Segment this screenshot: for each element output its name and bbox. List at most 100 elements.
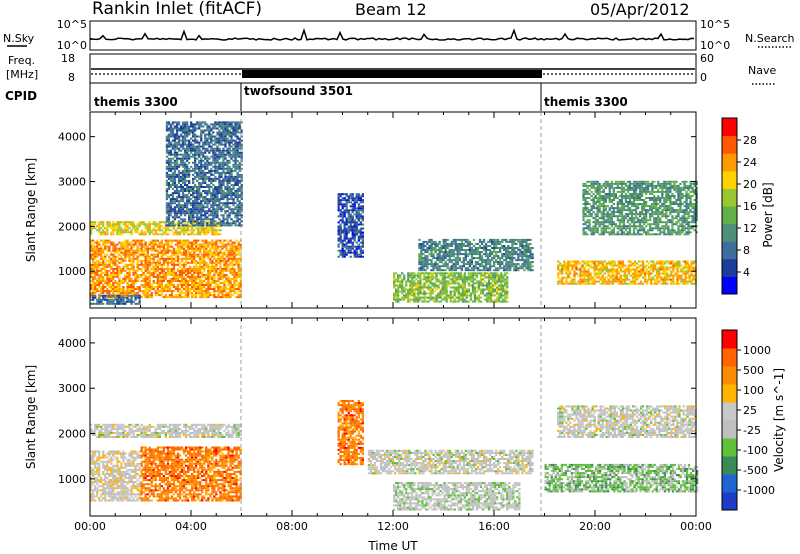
heatmap-cell [211,261,214,264]
heatmap-cell [165,125,169,128]
heatmap-cell [126,239,129,242]
heatmap-cell [239,255,242,258]
heatmap-cell [201,280,204,282]
heatmap-cell [480,257,484,260]
heatmap-cell [156,269,159,272]
heatmap-cell [341,213,344,216]
heatmap-cell [183,157,187,160]
heatmap-cell [181,190,185,192]
heatmap-cell [184,257,188,260]
heatmap-cell [94,290,97,293]
heatmap-cell [234,216,237,219]
heatmap-cell [184,296,188,299]
heatmap-cell [440,265,443,268]
heatmap-cell [231,265,234,268]
heatmap-cell [224,224,227,227]
heatmap-cell [172,269,176,272]
heatmap-cell [236,208,239,211]
heatmap-cell [470,263,474,266]
heatmap-cell [160,286,163,288]
heatmap-cell [92,263,95,266]
heatmap-cell [194,220,197,223]
heatmap-cell [112,282,115,284]
heatmap-cell [213,288,216,290]
heatmap-cell [144,225,147,228]
heatmap-cell [230,149,233,152]
heatmap-cell [130,257,133,260]
heatmap-cell [450,255,453,258]
heatmap-cell [120,282,123,284]
heatmap-cell [345,193,348,196]
heatmap-cell [449,300,452,303]
heatmap-cell [213,255,216,258]
heatmap-cell [187,280,190,282]
heatmap-cell [199,292,202,295]
heatmap-cell [500,280,503,283]
heatmap-cell [160,233,163,236]
heatmap-cell [106,298,109,301]
heatmap-cell [194,224,197,227]
heatmap-cell [411,286,414,289]
heatmap-cell [188,202,191,205]
heatmap-cell [169,167,173,170]
heatmap-cell [175,188,179,190]
heatmap-cell [132,284,135,286]
heatmap-cell [224,202,227,205]
heatmap-cell [142,231,145,234]
heatmap-cell [234,212,237,215]
heatmap-cell [228,131,231,134]
heatmap-cell [445,300,448,303]
heatmap-cell [337,201,340,204]
heatmap-cell [148,225,151,228]
heatmap-cell [224,133,227,136]
heatmap-cell [130,259,133,262]
heatmap-cell [393,274,396,277]
heatmap-cell [183,167,187,170]
heatmap-cell [213,243,216,246]
heatmap-cell [463,284,466,287]
heatmap-cell [231,263,234,266]
heatmap-cell [431,290,434,293]
heatmap-cell [437,286,440,289]
heatmap-cell [92,245,95,248]
heatmap-cell [431,276,434,279]
heatmap-cell [418,255,421,258]
heatmap-cell [192,182,195,184]
heatmap-cell [152,269,155,272]
heatmap-cell [461,292,464,295]
heatmap-cell [439,296,442,299]
heatmap-cell [187,282,190,284]
heatmap-cell [144,255,147,258]
heatmap-cell [204,212,207,215]
heatmap-cell [171,179,175,182]
heatmap-cell [106,269,109,272]
heatmap-cell [226,137,229,140]
heatmap-cell [186,188,189,190]
heatmap-cell [177,222,181,225]
heatmap-cell [94,263,97,266]
heatmap-cell [192,177,195,180]
heatmap-cell [460,267,463,270]
heatmap-cell [171,167,175,170]
heatmap-cell [190,214,193,217]
heatmap-cell [118,267,121,270]
heatmap-cell [191,275,194,278]
heatmap-cell [179,200,183,203]
heatmap-cell [150,292,153,295]
heatmap-cell [140,247,143,250]
heatmap-cell [170,267,174,270]
heatmap-cell [464,263,467,266]
heatmap-cell [176,269,180,272]
heatmap-cell [194,133,197,136]
heatmap-cell [347,209,350,212]
heatmap-cell [228,143,231,146]
heatmap-cell [440,245,443,247]
heatmap-cell [167,182,171,184]
heatmap-cell [209,284,212,286]
heatmap-cell [502,284,505,287]
heatmap-cell [172,231,176,234]
heatmap-cell [351,247,354,250]
heatmap-cell [421,272,424,275]
heatmap-cell [441,290,444,293]
heatmap-cell [167,135,171,138]
